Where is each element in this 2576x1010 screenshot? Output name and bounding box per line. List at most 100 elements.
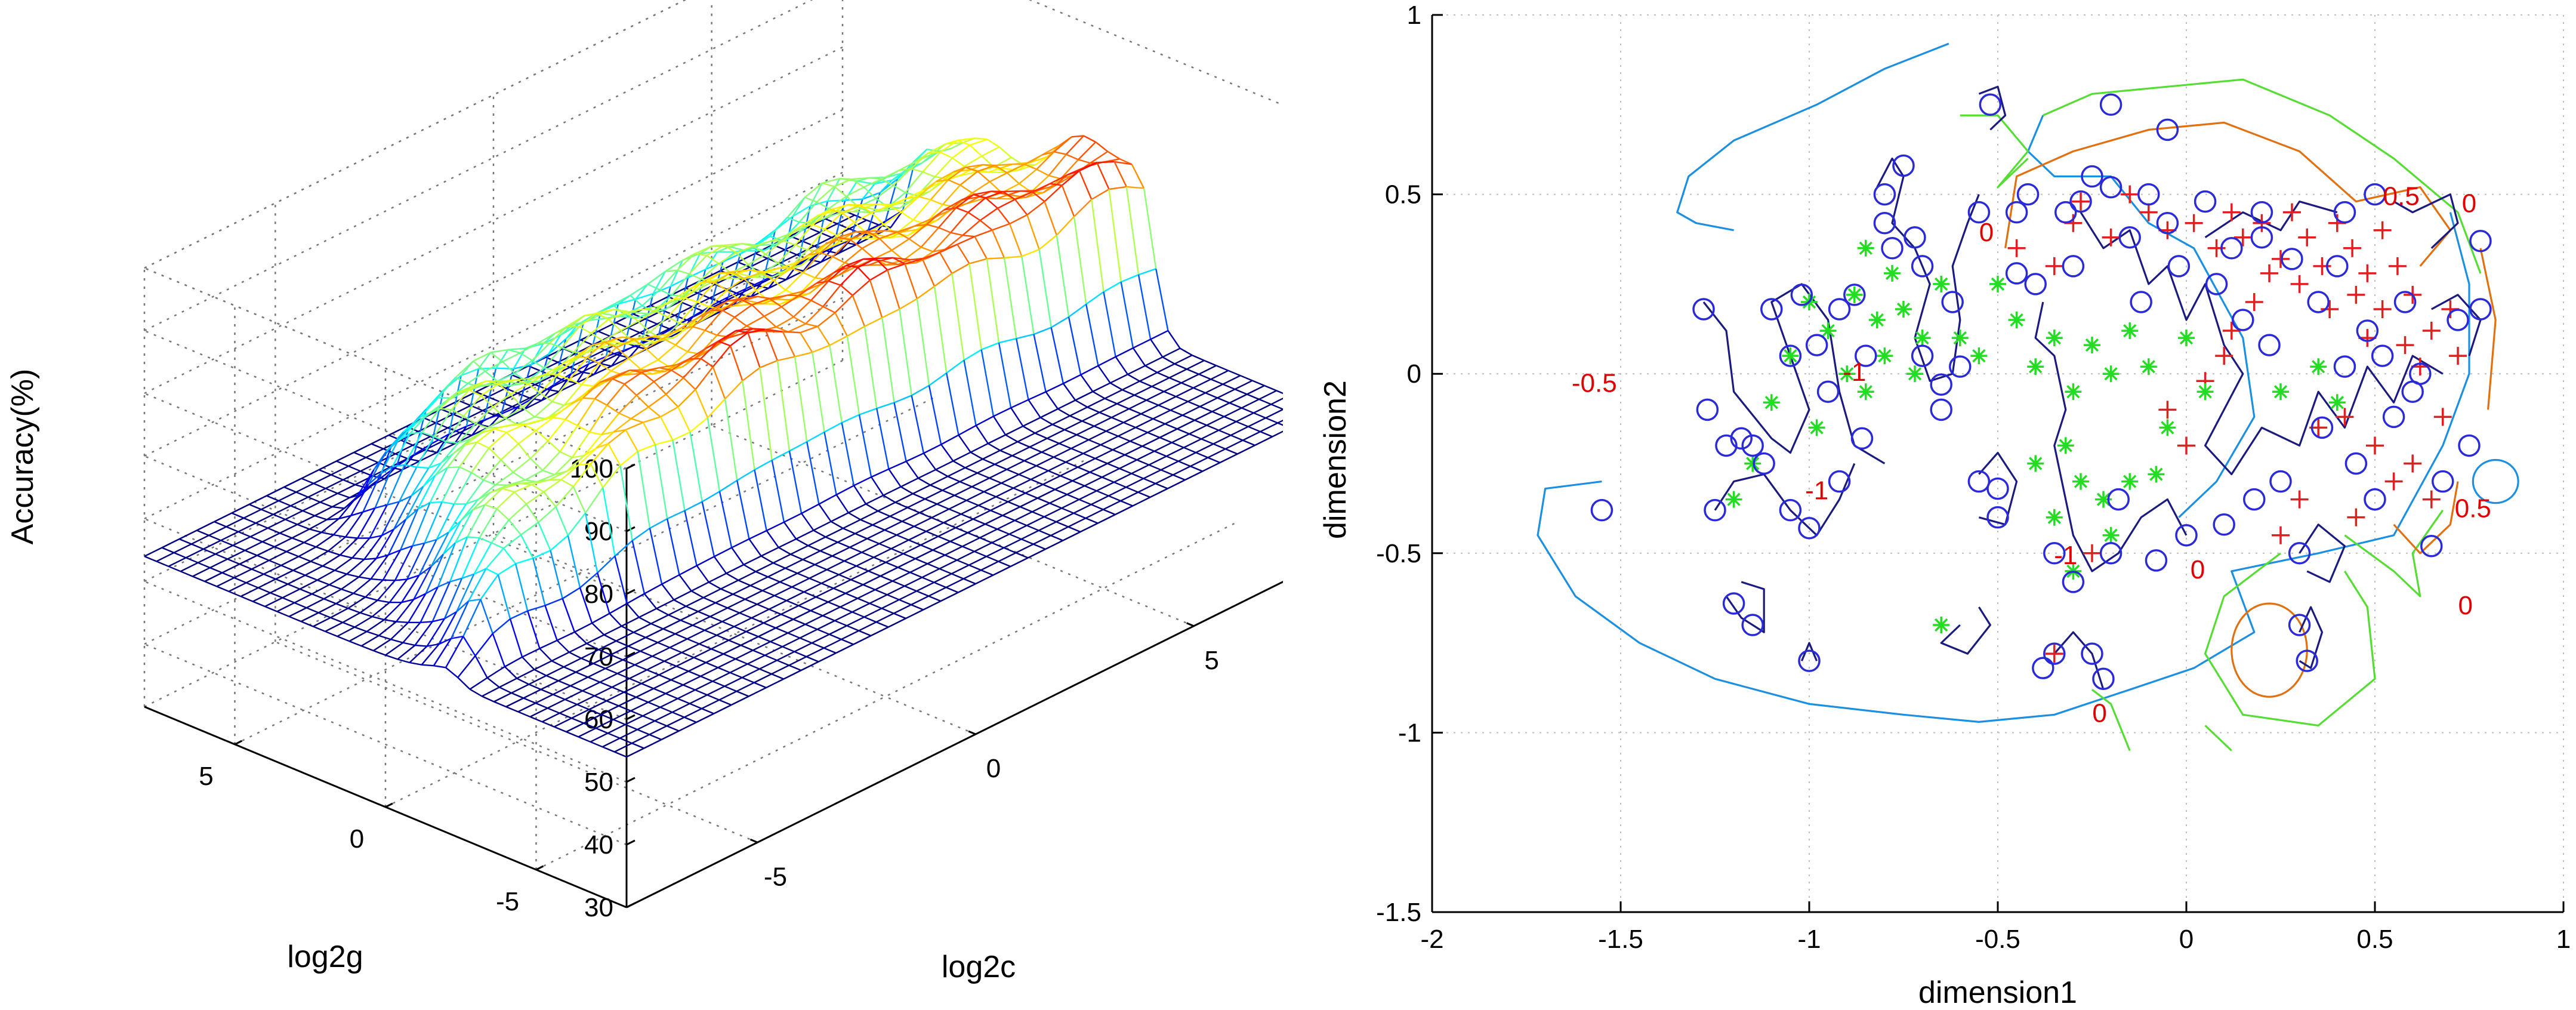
surface-mesh-segment (779, 581, 792, 588)
surface-mesh-segment (251, 559, 270, 570)
surface-mesh-segment (900, 486, 914, 495)
surface-mesh-segment (757, 595, 775, 605)
surface-mesh-segment (635, 395, 649, 408)
surface-mesh-segment (970, 442, 989, 453)
surface-mesh-segment (651, 335, 664, 340)
surface-mesh-segment (1076, 425, 1095, 436)
surface-mesh-segment (502, 482, 520, 489)
surface-mesh-segment (735, 658, 748, 665)
surface-mesh-segment (631, 418, 644, 423)
surface-mesh-segment (1114, 161, 1132, 165)
surface-mesh-segment (616, 338, 634, 349)
surface-mesh-segment (602, 487, 616, 556)
surface-mesh-segment (419, 586, 439, 623)
surface-mesh-segment (942, 489, 955, 497)
surface-mesh-segment (732, 593, 745, 601)
surface-mesh-segment (1041, 451, 1054, 458)
surface-mesh-segment (765, 240, 784, 255)
surface-mesh-segment (1051, 316, 1069, 328)
z-tick-mark (626, 777, 635, 783)
surface-mesh-segment (880, 566, 899, 577)
surface-mesh-segment (974, 550, 987, 558)
support-vector-marker (1986, 506, 2009, 529)
surface-mesh-segment (946, 372, 960, 436)
support-vector-marker (1855, 344, 1877, 367)
surface-mesh-segment (854, 532, 868, 540)
surface-mesh-segment (1095, 141, 1109, 152)
surface-mesh-segment (1142, 445, 1155, 452)
surface-mesh-segment (804, 615, 823, 625)
surface-mesh-segment (1215, 365, 1229, 371)
surface-mesh-segment (734, 304, 752, 318)
surface-mesh-segment (809, 577, 822, 584)
surface-mesh-segment (659, 364, 677, 369)
surface-mesh-segment (821, 583, 834, 589)
surface-mesh-segment (846, 625, 859, 632)
surface-mesh-segment (371, 434, 390, 445)
surface-mesh-segment (429, 467, 448, 503)
surface-mesh-segment (693, 648, 712, 658)
surface-mesh-segment (502, 352, 521, 362)
surface-mesh-segment (1076, 434, 1089, 441)
surface-mesh-segment (1061, 498, 1079, 509)
x-tick-label: -5 (764, 862, 787, 891)
surface-mesh-segment (874, 580, 893, 590)
surface-mesh-segment (593, 654, 612, 664)
surface-mesh-segment (875, 258, 889, 271)
surface-mesh-segment (365, 448, 384, 458)
surface-mesh-segment (412, 502, 431, 546)
surface-mesh-segment (812, 642, 825, 649)
negative-class-marker (1819, 322, 1837, 340)
surface-mesh-segment (899, 309, 912, 396)
surface-mesh-segment (1132, 496, 1151, 507)
surface-mesh-segment (523, 688, 542, 699)
surface-mesh-segment (823, 210, 836, 220)
surface-mesh-segment (1265, 417, 1278, 424)
surface-mesh-segment (279, 524, 298, 534)
support-vector-marker (2333, 201, 2356, 224)
surface-mesh-segment (457, 655, 476, 678)
surface-mesh-segment (1144, 356, 1163, 367)
surface-mesh-segment (841, 422, 855, 486)
negative-class-marker (1914, 330, 1931, 347)
surface-mesh-segment (1049, 494, 1068, 504)
surface-mesh-segment (798, 605, 811, 612)
surface-mesh-segment (833, 579, 852, 589)
surface-mesh-segment (1093, 417, 1112, 427)
surface-mesh-segment (958, 435, 971, 453)
surface-mesh-segment (745, 598, 758, 605)
surface-mesh-segment (738, 579, 751, 587)
surface-mesh-segment (595, 719, 614, 729)
x-tick-label: 0 (2179, 925, 2194, 954)
surface-mesh-segment (547, 418, 566, 442)
surface-mesh-segment (294, 602, 307, 609)
surface-mesh-segment (1050, 174, 1068, 184)
surface-mesh-segment (888, 469, 902, 488)
surface-mesh-segment (887, 269, 900, 310)
support-vector-marker (1692, 298, 1715, 321)
surface-mesh-segment (724, 242, 742, 247)
surface-mesh-segment (1078, 141, 1097, 161)
surface-mesh-segment (1136, 450, 1155, 461)
surface-mesh-segment (1140, 413, 1153, 420)
surface-mesh-segment (920, 227, 939, 248)
surface-mesh-segment (665, 692, 678, 700)
surface-mesh-segment (1014, 199, 1028, 215)
surface-mesh-segment (173, 543, 192, 553)
surface-mesh-segment (638, 608, 657, 618)
surface-mesh-segment (665, 393, 679, 408)
surface-mesh-segment (810, 609, 823, 617)
surface-mesh-segment (570, 676, 588, 686)
surface-mesh-segment (378, 465, 397, 480)
contour-level-label: -1 (1805, 476, 1828, 506)
surface-mesh-segment (1032, 191, 1045, 202)
positive-class-marker (2373, 300, 2392, 318)
surface-mesh-segment (1068, 518, 1087, 528)
surface-mesh-segment (661, 730, 680, 741)
surface-mesh-segment (619, 729, 638, 739)
surface-mesh-segment (826, 560, 845, 571)
surface-mesh-segment (922, 251, 940, 260)
surface-mesh-segment (546, 675, 559, 682)
surface-mesh-segment (780, 306, 794, 318)
surface-plot-panel: 30 40 50 60 70 80 90 100 -5 0 5 -5 0 5 log2c log2g Accur… (0, 0, 1283, 1010)
